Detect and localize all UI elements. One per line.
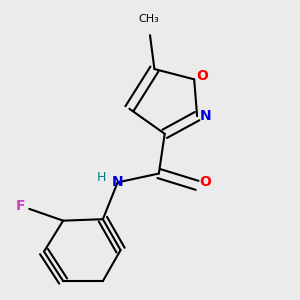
Text: F: F (16, 199, 25, 213)
Text: CH₃: CH₃ (138, 14, 159, 24)
Text: N: N (112, 176, 123, 189)
Text: N: N (200, 109, 212, 123)
Text: O: O (200, 176, 211, 189)
Text: O: O (196, 69, 208, 83)
Text: H: H (97, 172, 106, 184)
